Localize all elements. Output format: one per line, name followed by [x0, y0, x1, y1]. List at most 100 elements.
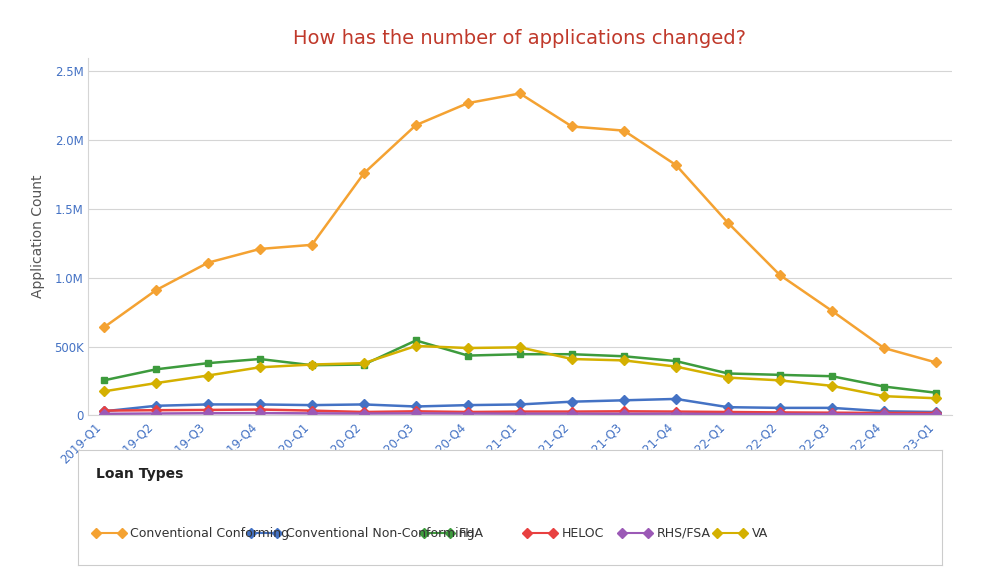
FHA — [358, 361, 370, 368]
Y-axis label: Application Count: Application Count — [31, 175, 45, 298]
FHA — [150, 366, 162, 373]
VA — [826, 383, 838, 389]
VA — [462, 344, 474, 351]
VA — [306, 361, 318, 368]
Line: Conventional Conforming: Conventional Conforming — [100, 90, 940, 366]
Line: RHS/FSA: RHS/FSA — [100, 410, 940, 418]
Line: Conventional Non-Conforming: Conventional Non-Conforming — [100, 395, 940, 415]
VA — [566, 355, 578, 362]
HELOC — [774, 409, 786, 416]
Conventional Non-Conforming — [514, 401, 526, 408]
Conventional Conforming — [618, 127, 630, 134]
HELOC — [722, 409, 734, 415]
HELOC — [930, 410, 942, 417]
Title: How has the number of applications changed?: How has the number of applications chang… — [293, 29, 747, 48]
Text: Loan Types: Loan Types — [96, 467, 183, 481]
HELOC — [514, 408, 526, 415]
Conventional Non-Conforming — [774, 404, 786, 411]
Conventional Non-Conforming — [410, 403, 422, 410]
FHA — [774, 372, 786, 379]
Conventional Non-Conforming — [306, 402, 318, 409]
VA — [254, 364, 266, 371]
Conventional Non-Conforming — [670, 395, 682, 402]
Conventional Conforming — [878, 344, 890, 351]
Conventional Conforming — [826, 308, 838, 314]
Conventional Conforming — [254, 245, 266, 252]
FHA — [566, 351, 578, 358]
Line: VA: VA — [100, 343, 940, 402]
Text: Conventional Conforming: Conventional Conforming — [130, 527, 289, 539]
HELOC — [618, 408, 630, 415]
Conventional Non-Conforming — [722, 404, 734, 411]
VA — [670, 363, 682, 370]
RHS/FSA — [722, 411, 734, 418]
Conventional Conforming — [306, 241, 318, 248]
FHA — [410, 337, 422, 344]
VA — [150, 380, 162, 387]
Conventional Non-Conforming — [150, 402, 162, 409]
Text: FHA: FHA — [458, 527, 484, 539]
RHS/FSA — [254, 410, 266, 417]
HELOC — [670, 408, 682, 415]
FHA — [514, 351, 526, 358]
RHS/FSA — [826, 411, 838, 418]
FHA — [670, 358, 682, 365]
RHS/FSA — [202, 410, 214, 417]
HELOC — [410, 408, 422, 415]
HELOC — [826, 409, 838, 416]
VA — [358, 359, 370, 366]
RHS/FSA — [306, 410, 318, 417]
Text: VA: VA — [751, 527, 768, 539]
Line: FHA: FHA — [100, 337, 940, 396]
Conventional Non-Conforming — [878, 408, 890, 415]
RHS/FSA — [98, 410, 110, 417]
FHA — [306, 362, 318, 369]
Conventional Conforming — [358, 170, 370, 177]
Conventional Non-Conforming — [566, 398, 578, 405]
Conventional Conforming — [462, 100, 474, 107]
Conventional Conforming — [150, 287, 162, 294]
Conventional Non-Conforming — [618, 397, 630, 404]
RHS/FSA — [462, 410, 474, 417]
Conventional Conforming — [98, 324, 110, 331]
Conventional Conforming — [202, 259, 214, 266]
RHS/FSA — [878, 411, 890, 418]
Conventional Conforming — [514, 90, 526, 97]
FHA — [462, 352, 474, 359]
Conventional Non-Conforming — [930, 409, 942, 415]
HELOC — [566, 408, 578, 415]
HELOC — [358, 409, 370, 415]
Text: Conventional Non-Conforming: Conventional Non-Conforming — [285, 527, 474, 539]
Conventional Conforming — [566, 123, 578, 130]
RHS/FSA — [150, 410, 162, 417]
VA — [202, 372, 214, 379]
RHS/FSA — [670, 410, 682, 417]
Conventional Conforming — [930, 359, 942, 366]
RHS/FSA — [774, 411, 786, 418]
Conventional Non-Conforming — [202, 401, 214, 408]
Conventional Conforming — [774, 272, 786, 279]
Conventional Non-Conforming — [826, 404, 838, 411]
RHS/FSA — [514, 410, 526, 417]
VA — [410, 343, 422, 350]
Conventional Conforming — [722, 219, 734, 226]
VA — [722, 374, 734, 381]
RHS/FSA — [618, 410, 630, 417]
Conventional Non-Conforming — [254, 401, 266, 408]
FHA — [826, 373, 838, 380]
FHA — [254, 355, 266, 362]
VA — [618, 357, 630, 364]
FHA — [202, 359, 214, 366]
FHA — [878, 383, 890, 390]
HELOC — [202, 406, 214, 413]
HELOC — [306, 407, 318, 414]
X-axis label: Year Quarter: Year Quarter — [476, 474, 564, 488]
Line: HELOC: HELOC — [100, 406, 940, 417]
HELOC — [98, 407, 110, 414]
Conventional Conforming — [410, 122, 422, 129]
VA — [930, 395, 942, 402]
Conventional Non-Conforming — [98, 408, 110, 415]
VA — [514, 344, 526, 351]
VA — [878, 393, 890, 400]
RHS/FSA — [930, 411, 942, 418]
